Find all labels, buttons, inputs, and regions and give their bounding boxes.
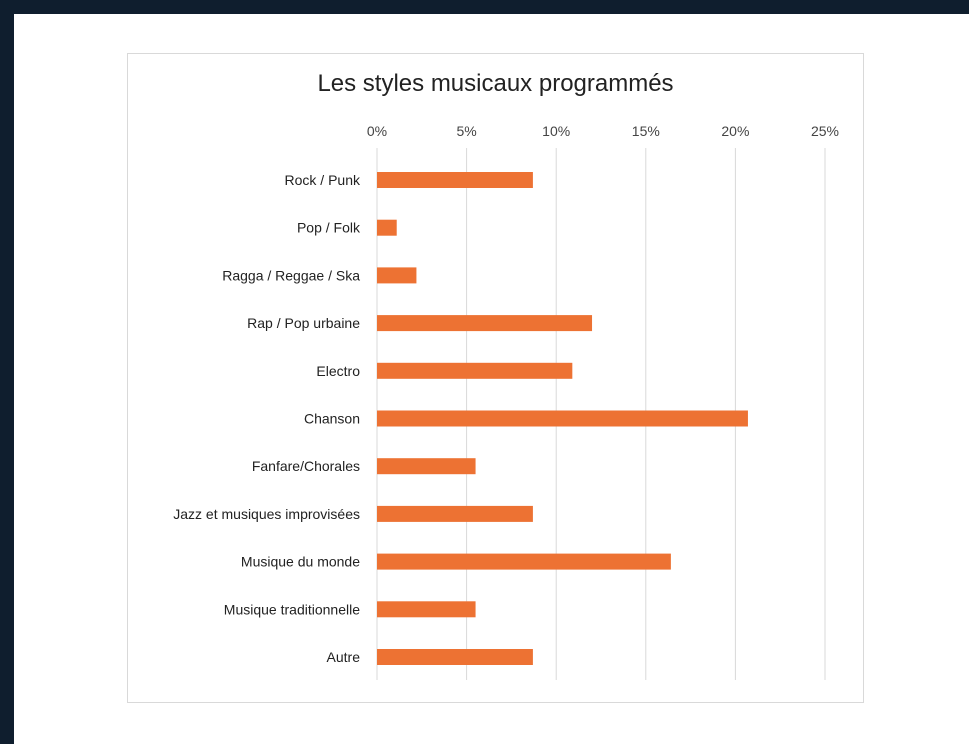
category-label: Autre bbox=[327, 649, 361, 665]
category-label: Electro bbox=[316, 363, 360, 379]
category-label: Ragga / Reggae / Ska bbox=[222, 267, 360, 283]
category-label: Rap / Pop urbaine bbox=[247, 315, 360, 331]
bar bbox=[377, 649, 533, 665]
chart-title: Les styles musicaux programmés bbox=[317, 70, 674, 97]
category-label: Chanson bbox=[304, 411, 360, 427]
category-label: Fanfare/Chorales bbox=[252, 458, 360, 474]
bar bbox=[377, 315, 593, 332]
category-label: Rock / Punk bbox=[285, 172, 361, 188]
category-label: Pop / Folk bbox=[297, 220, 361, 236]
x-tick-label: 20% bbox=[721, 123, 749, 139]
x-tick-label: 0% bbox=[367, 123, 387, 139]
bar bbox=[377, 505, 533, 522]
bar bbox=[377, 601, 476, 618]
bar bbox=[377, 219, 397, 236]
frame-left-border bbox=[0, 0, 14, 744]
category-label: Musique du monde bbox=[241, 554, 360, 570]
x-tick-label: 10% bbox=[542, 123, 570, 139]
bar bbox=[377, 362, 573, 379]
bar bbox=[377, 172, 533, 188]
frame-top-border bbox=[0, 0, 969, 14]
bar bbox=[377, 553, 671, 570]
x-tick-label: 5% bbox=[456, 123, 476, 139]
bar bbox=[377, 267, 417, 284]
category-label: Jazz et musiques improvisées bbox=[173, 506, 360, 522]
bar bbox=[377, 410, 748, 427]
x-tick-label: 15% bbox=[632, 123, 660, 139]
x-tick-label: 25% bbox=[811, 123, 839, 139]
bar bbox=[377, 458, 476, 475]
category-label: Musique traditionnelle bbox=[224, 601, 360, 617]
